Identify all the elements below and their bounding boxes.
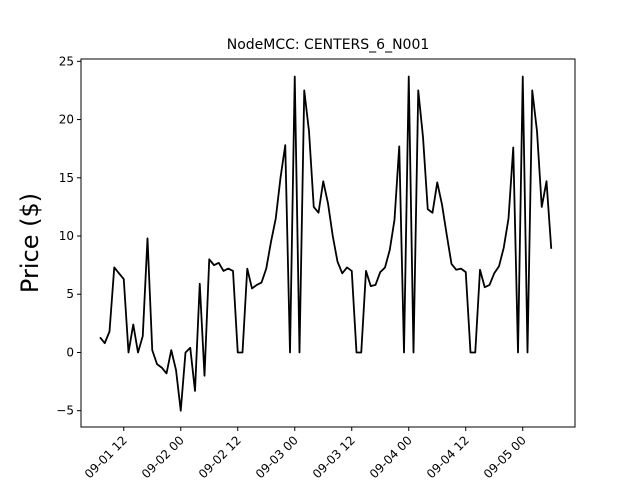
x-tick-label: 09-02 12 xyxy=(196,433,244,480)
y-tick-label: 25 xyxy=(59,54,74,68)
y-tick-label: 20 xyxy=(59,113,74,127)
x-tick-label: 09-03 00 xyxy=(253,433,301,480)
x-tick-label: 09-04 12 xyxy=(424,433,472,480)
y-tick-label: 5 xyxy=(66,287,74,301)
y-tick-label: −5 xyxy=(56,404,74,418)
y-axis-label: Price ($) xyxy=(16,193,44,293)
x-tick-label: 09-05 00 xyxy=(481,433,529,480)
y-tick-label: 15 xyxy=(59,171,74,185)
plot-frame xyxy=(80,58,576,428)
chart-title: NodeMCC: CENTERS_6_N001 xyxy=(227,37,430,53)
x-tick-label: 09-04 00 xyxy=(367,433,415,480)
x-tick-label: 09-02 00 xyxy=(139,433,187,480)
y-tick-label: 10 xyxy=(59,229,74,243)
data-line xyxy=(99,75,553,412)
y-tick-label: 0 xyxy=(66,345,74,359)
x-tick-label: 09-01 12 xyxy=(82,433,130,480)
x-tick-label: 09-03 12 xyxy=(310,433,358,480)
